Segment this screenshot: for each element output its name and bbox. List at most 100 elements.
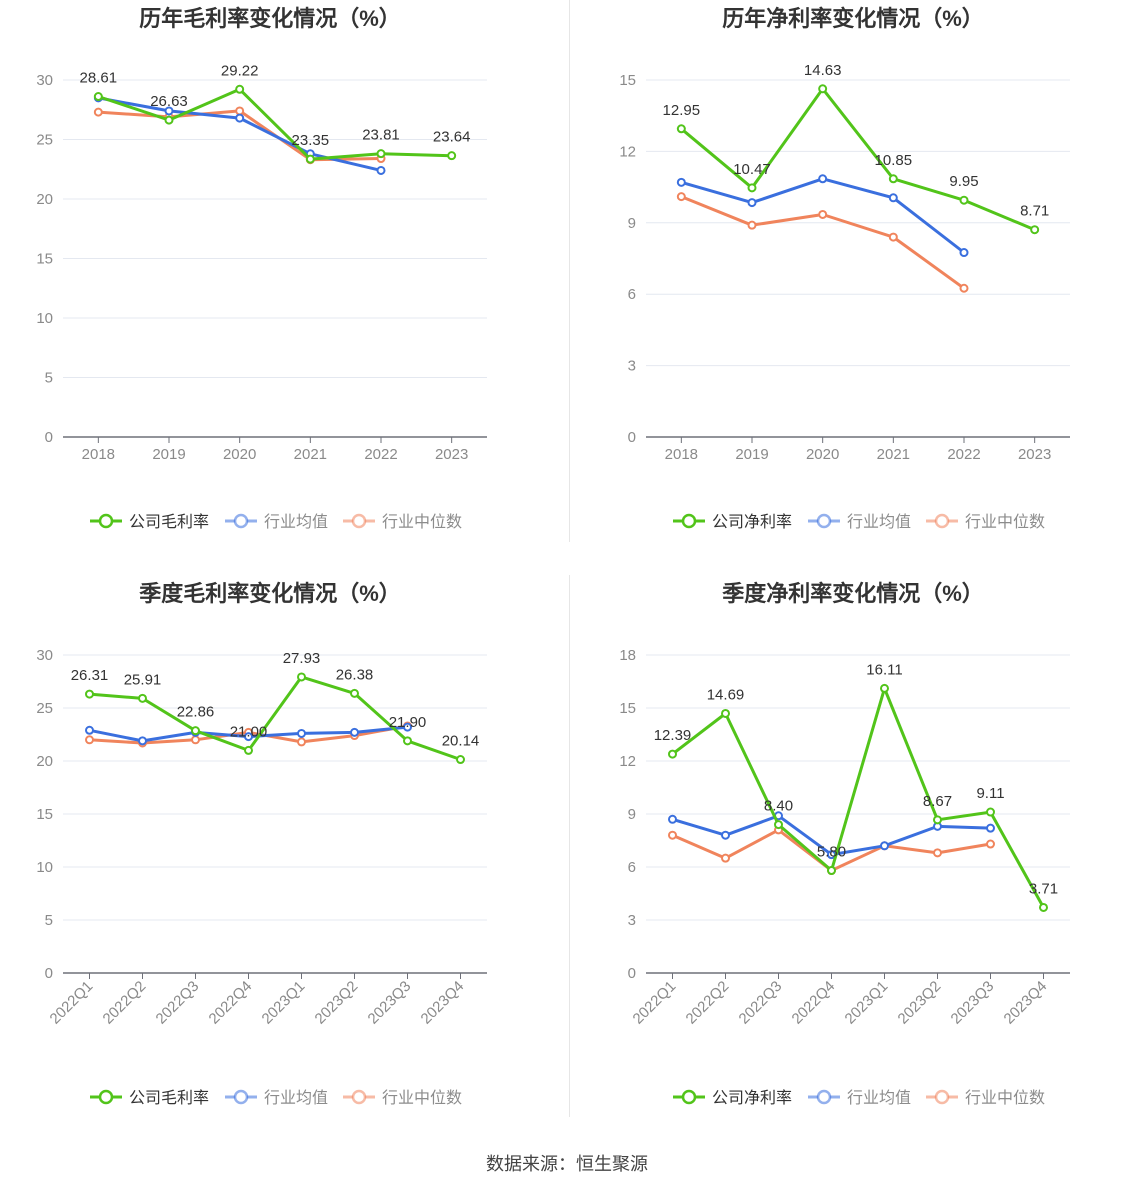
x-tick-label: 2023Q1 — [259, 978, 309, 1028]
industry-avg-point — [888, 193, 898, 203]
quarterly-net-margin-svg: 季度净利率变化情况（%） 0 3 6 9 12 15 18 2022Q1 2022Q2 2022Q3… — [619, 581, 1070, 1107]
x-tick-label: 2019 — [735, 446, 768, 463]
legend-item-company[interactable]: 公司净利率 — [673, 1089, 792, 1107]
chart-title: 季度毛利率变化情况（%） — [139, 581, 401, 606]
data-label: 26.31 — [71, 667, 109, 684]
y-tick-label: 18 — [619, 647, 636, 664]
industry-avg-point — [138, 736, 147, 746]
company-point — [986, 807, 995, 817]
divider-bottom — [569, 575, 570, 1117]
company-point — [668, 749, 677, 759]
company-point — [676, 124, 686, 134]
x-tick-label: 2022Q2 — [100, 978, 150, 1028]
y-tick-label: 10 — [36, 859, 53, 876]
company-point — [959, 195, 969, 205]
company-point — [138, 693, 147, 703]
company-point — [297, 672, 306, 682]
data-label: 8.71 — [1020, 203, 1049, 220]
x-tick-label: 2022Q4 — [789, 978, 839, 1028]
legend-item-industry-median[interactable]: 行业中位数 — [343, 1089, 462, 1107]
legend-label: 行业中位数 — [965, 1089, 1045, 1107]
industry-avg-point — [85, 725, 94, 735]
data-label: 26.38 — [336, 666, 374, 683]
data-label: 20.14 — [442, 733, 480, 750]
legend-item-industry-avg[interactable]: 行业均值 — [808, 513, 911, 531]
data-label: 23.64 — [433, 129, 471, 146]
y-tick-label: 0 — [45, 965, 53, 982]
company-point — [93, 92, 103, 102]
chart-title: 季度净利率变化情况（%） — [722, 581, 984, 606]
legend-item-industry-median[interactable]: 行业中位数 — [343, 513, 462, 531]
quarterly-gross-margin-chart: 季度毛利率变化情况（%） 0 5 10 15 20 25 30 2022Q1 2022Q2 2022… — [0, 575, 567, 1150]
industry-avg-point — [350, 727, 359, 737]
industry-median-point — [888, 232, 898, 242]
x-tick-label: 2023Q1 — [842, 978, 892, 1028]
legend-item-industry-median[interactable]: 行业中位数 — [926, 513, 1045, 531]
y-tick-label: 0 — [45, 429, 53, 446]
x-tick-label: 2022Q2 — [683, 978, 733, 1028]
legend-marker — [233, 513, 249, 529]
y-tick-label: 25 — [36, 132, 53, 149]
legend-item-industry-avg[interactable]: 行业均值 — [225, 1089, 328, 1107]
legend-item-company[interactable]: 公司毛利率 — [90, 1089, 209, 1107]
company-point — [1030, 225, 1040, 235]
industry-avg-point — [297, 728, 306, 738]
x-tick-label: 2022 — [364, 446, 397, 463]
industry-median-point — [986, 839, 995, 849]
y-tick-label: 25 — [36, 700, 53, 717]
data-label: 9.95 — [949, 173, 978, 190]
data-label: 12.95 — [663, 102, 701, 119]
industry-avg-point — [164, 106, 174, 116]
company-point — [191, 726, 200, 736]
company-point — [164, 115, 174, 125]
x-tick-label: 2023 — [435, 446, 468, 463]
data-label: 9.11 — [976, 785, 1004, 802]
y-tick-label: 30 — [36, 647, 53, 664]
x-tick-label: 2022Q3 — [153, 978, 203, 1028]
x-tick-label: 2019 — [152, 446, 185, 463]
company-point — [721, 708, 730, 718]
industry-avg-point — [403, 722, 412, 732]
annual-net-margin-chart: 历年净利率变化情况（%） 0 3 6 9 12 15 2018 2019 2020 2021 2022… — [583, 0, 1134, 575]
x-tick-label: 2022Q1 — [630, 978, 680, 1028]
industry-median-point — [818, 209, 828, 219]
company-point — [447, 151, 457, 161]
industry-median-point — [933, 848, 942, 858]
y-tick-label: 0 — [628, 965, 636, 982]
legend-label: 行业均值 — [847, 513, 911, 531]
data-label: 5.80 — [817, 844, 846, 861]
industry-median-point — [747, 220, 757, 230]
annual-gross-margin-svg: 历年毛利率变化情况（%） 0 5 10 15 20 25 30 2018 2019 2020 2021… — [36, 6, 487, 531]
legend-item-company[interactable]: 公司净利率 — [673, 513, 792, 531]
data-label: 23.35 — [292, 132, 330, 149]
company-series-line — [680, 87, 1036, 232]
legend-item-industry-median[interactable]: 行业中位数 — [926, 1089, 1045, 1107]
legend-marker — [351, 1089, 367, 1105]
legend-label: 公司毛利率 — [129, 513, 209, 531]
company-point — [827, 866, 836, 876]
industry-avg-point — [747, 198, 757, 208]
data-label: 10.47 — [733, 161, 771, 178]
annual-net-margin-svg: 历年净利率变化情况（%） 0 3 6 9 12 15 2018 2019 2020 2021 2022… — [619, 6, 1070, 531]
company-point — [747, 183, 757, 193]
chart-title: 历年毛利率变化情况（%） — [139, 6, 401, 31]
y-tick-label: 15 — [619, 700, 636, 717]
legend-label: 公司毛利率 — [129, 1089, 209, 1107]
legend-item-industry-avg[interactable]: 行业均值 — [808, 1089, 911, 1107]
x-tick-label: 2022Q1 — [47, 978, 97, 1028]
legend-item-company[interactable]: 公司毛利率 — [90, 513, 209, 531]
industry-avg-point — [986, 823, 995, 833]
y-tick-label: 5 — [45, 370, 53, 387]
data-label: 10.85 — [875, 152, 913, 169]
legend-marker — [98, 1089, 114, 1105]
industry-avg-point — [676, 177, 686, 187]
data-label: 3.71 — [1029, 880, 1058, 897]
company-point — [1039, 902, 1048, 912]
x-tick-label: 2023Q3 — [948, 978, 998, 1028]
company-point — [818, 84, 828, 94]
industry-avg-point — [235, 113, 245, 123]
legend-marker — [816, 1089, 832, 1105]
data-label: 21.90 — [389, 714, 427, 731]
legend-item-industry-avg[interactable]: 行业均值 — [225, 513, 328, 531]
